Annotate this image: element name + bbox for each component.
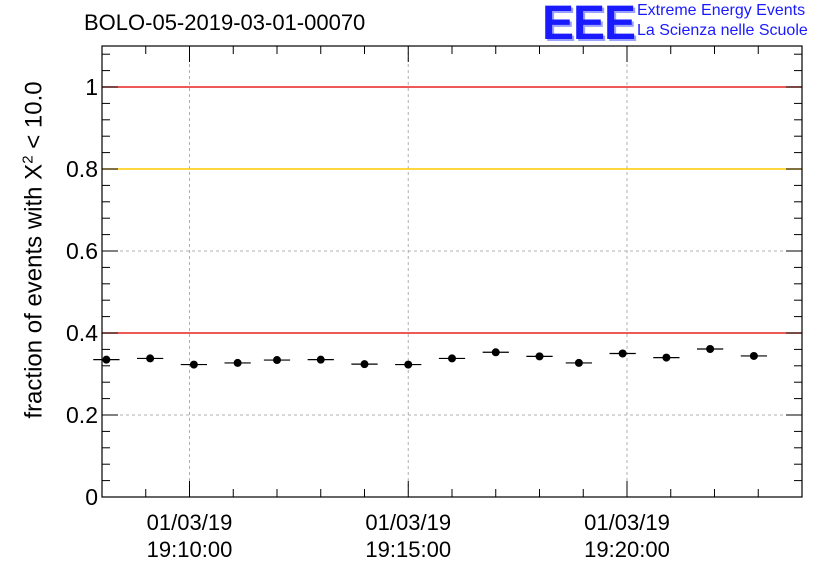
logo-line-1: Extreme Energy Events	[637, 2, 806, 19]
axis-ticks	[101, 46, 803, 498]
data-point	[316, 355, 325, 364]
y-tick-label: 0.6	[66, 238, 98, 264]
x-tick-label-time: 19:10:00	[147, 537, 233, 562]
x-tick-label-date: 01/03/19	[147, 510, 233, 535]
plot-frame	[101, 45, 803, 498]
data-point	[618, 349, 627, 358]
data-marks	[93, 344, 767, 369]
data-point	[146, 354, 155, 363]
x-tick-label-time: 19:15:00	[365, 537, 451, 562]
logo-line-2: La Scienza nelle Scuole	[637, 22, 808, 39]
data-point	[574, 358, 583, 367]
y-tick-label: 0.4	[66, 320, 98, 346]
data-point	[749, 351, 758, 360]
chart-title: BOLO-05-2019-03-01-00070	[84, 10, 366, 35]
x-tick-label-date: 01/03/19	[584, 510, 670, 535]
data-point	[662, 353, 671, 362]
reference-lines	[102, 86, 802, 334]
eee-logo-mark: EEE	[542, 0, 636, 50]
data-point	[360, 360, 369, 369]
data-point	[448, 354, 456, 363]
y-tick-label: 1	[85, 74, 98, 100]
data-point	[404, 360, 413, 369]
data-point	[535, 352, 544, 361]
grid-lines	[102, 46, 802, 497]
x-tick-label-date: 01/03/19	[365, 510, 451, 535]
y-tick-label: 0	[85, 484, 98, 510]
data-point	[189, 360, 198, 369]
y-tick-label: 0.2	[66, 402, 98, 428]
data-point	[273, 356, 281, 365]
data-point	[491, 348, 500, 357]
y-tick-label: 0.8	[66, 156, 98, 182]
data-point	[233, 358, 242, 367]
tick-labels: 00.20.40.60.8101/03/1919:10:0001/03/1919…	[66, 74, 670, 562]
data-point	[706, 344, 715, 353]
data-point	[102, 355, 111, 364]
x-tick-label-time: 19:20:00	[584, 537, 670, 562]
